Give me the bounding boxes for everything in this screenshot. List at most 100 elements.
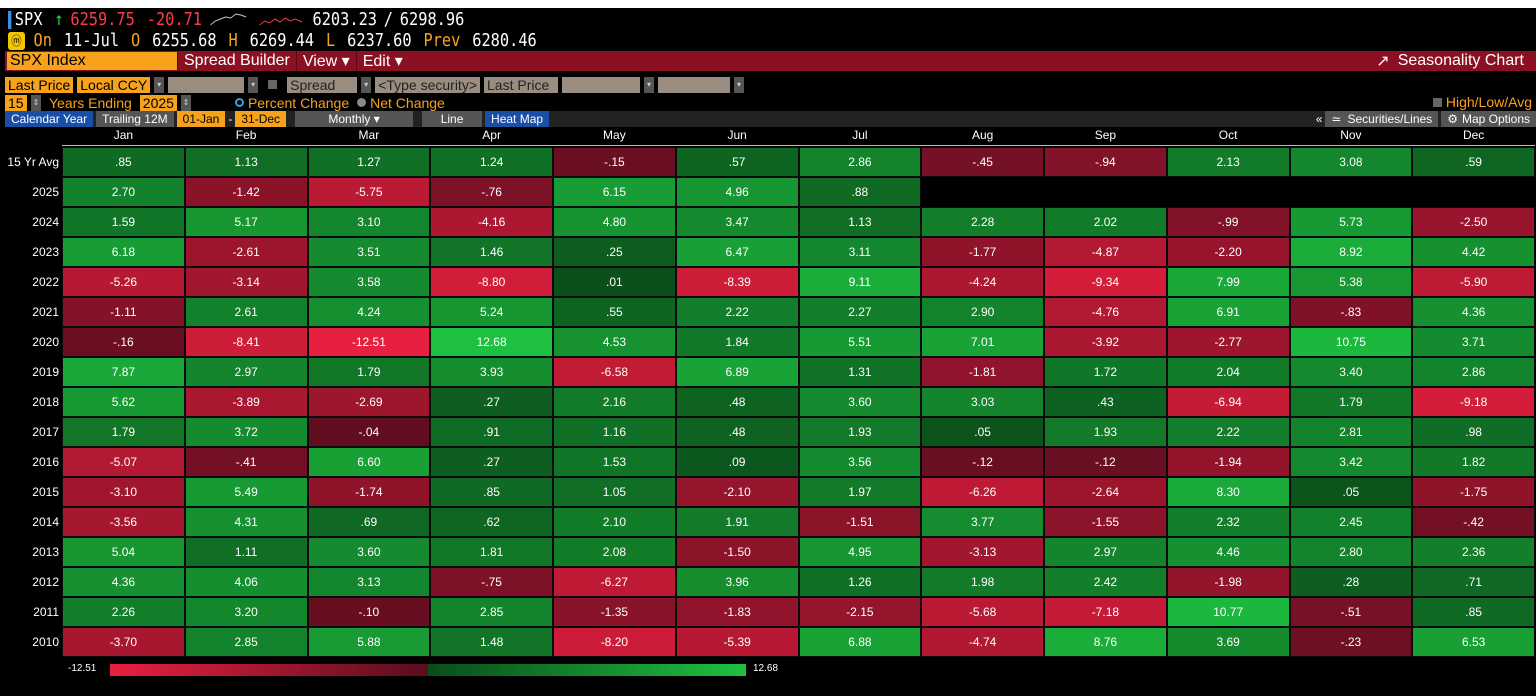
heat-map-cell[interactable]: 6.18 [62, 237, 185, 267]
heat-map-cell[interactable]: 1.53 [553, 447, 676, 477]
heat-map-cell[interactable]: 1.93 [798, 417, 922, 447]
heat-map-cell[interactable]: 6.53 [1412, 627, 1535, 657]
chevron-down-icon[interactable]: ▾ [361, 76, 372, 93]
heat-map-cell[interactable]: 3.60 [798, 387, 922, 417]
heat-map-cell[interactable]: -6.26 [921, 477, 1044, 507]
heat-map-cell[interactable]: -.16 [62, 327, 185, 357]
heat-map-cell[interactable]: 2.22 [675, 297, 799, 327]
map-options-button[interactable]: ⚙ Map Options [1441, 111, 1536, 127]
heat-map-cell[interactable]: .55 [553, 297, 676, 327]
from-date-input[interactable]: 01-Jan [176, 111, 226, 127]
tab-trailing-12m[interactable]: Trailing 12M [96, 111, 174, 127]
heat-map-cell[interactable]: -1.98 [1166, 567, 1290, 597]
heat-map-cell[interactable]: 1.97 [798, 477, 922, 507]
tab-heat-map[interactable]: Heat Map [485, 111, 550, 127]
heat-map-cell[interactable]: 2.97 [184, 357, 308, 387]
spread-select[interactable]: Spread [287, 76, 358, 93]
heat-map-cell[interactable]: 12.68 [430, 327, 553, 357]
heat-map-cell[interactable]: -3.89 [184, 387, 308, 417]
heat-map-cell[interactable]: 1.59 [62, 207, 185, 237]
heat-map-cell[interactable]: -.41 [184, 447, 308, 477]
heat-map-cell[interactable]: 2.86 [798, 147, 922, 177]
heat-map-cell[interactable]: 1.82 [1412, 447, 1535, 477]
heat-map-cell[interactable]: .25 [553, 237, 676, 267]
heat-map-cell[interactable]: -1.51 [798, 507, 922, 537]
heat-map-cell[interactable]: -1.74 [307, 477, 431, 507]
heat-map-cell[interactable]: 2.86 [1412, 357, 1535, 387]
heat-map-cell[interactable]: 5.04 [62, 537, 185, 567]
heat-map-cell[interactable]: 10.75 [1289, 327, 1413, 357]
heat-map-cell[interactable]: 1.24 [430, 147, 553, 177]
heat-map-cell[interactable]: -7.18 [1044, 597, 1167, 627]
empty-select-2[interactable] [562, 76, 640, 93]
heat-map-cell[interactable]: -.45 [921, 147, 1044, 177]
heat-map-cell[interactable]: -1.94 [1166, 447, 1290, 477]
heat-map-cell[interactable]: 3.11 [798, 237, 922, 267]
heat-map-cell[interactable]: 5.38 [1289, 267, 1413, 297]
heat-map-cell[interactable]: 3.13 [307, 567, 431, 597]
heat-map-cell[interactable]: 3.08 [1289, 147, 1413, 177]
securities-lines-button[interactable]: ≃ Securities/Lines [1325, 111, 1439, 127]
heat-map-cell[interactable]: 3.60 [307, 537, 431, 567]
heat-map-cell[interactable]: .57 [675, 147, 799, 177]
heat-map-cell[interactable]: 2.27 [798, 297, 922, 327]
heat-map-cell[interactable]: 2.28 [921, 207, 1044, 237]
heat-map-cell[interactable]: 4.53 [553, 327, 676, 357]
heat-map-cell[interactable]: 1.31 [798, 357, 922, 387]
heat-map-cell[interactable]: -.10 [307, 597, 431, 627]
heat-map-cell[interactable]: -3.13 [921, 537, 1044, 567]
heat-map-cell[interactable]: 6.60 [307, 447, 431, 477]
heat-map-cell[interactable]: -6.27 [553, 567, 676, 597]
heat-map-cell[interactable]: -.12 [1044, 447, 1167, 477]
heat-map-cell[interactable]: 3.10 [307, 207, 431, 237]
empty-select-3[interactable] [658, 76, 730, 93]
percent-change-radio[interactable]: Percent Change [234, 95, 349, 111]
heat-map-cell[interactable]: -6.94 [1166, 387, 1290, 417]
heat-map-cell[interactable]: .91 [430, 417, 553, 447]
stepper-icon[interactable]: ⇕ [180, 94, 191, 111]
heat-map-cell[interactable]: .05 [1289, 477, 1413, 507]
heat-map-cell[interactable]: -1.77 [921, 237, 1044, 267]
heat-map-cell[interactable]: 5.24 [430, 297, 553, 327]
heat-map-cell[interactable]: -5.68 [921, 597, 1044, 627]
heat-map-cell[interactable]: 3.03 [921, 387, 1044, 417]
field2-select[interactable]: Last Price [484, 76, 558, 93]
heat-map-cell[interactable]: -2.69 [307, 387, 431, 417]
heat-map-cell[interactable]: 3.51 [307, 237, 431, 267]
heat-map-cell[interactable]: 5.88 [307, 627, 431, 657]
heat-map-cell[interactable]: 3.56 [798, 447, 922, 477]
heat-map-cell[interactable]: 2.81 [1289, 417, 1413, 447]
heat-map-cell[interactable]: 8.30 [1166, 477, 1290, 507]
heat-map-cell[interactable]: 2.42 [1044, 567, 1167, 597]
net-change-radio[interactable]: Net Change [357, 95, 445, 111]
field-select[interactable]: Last Price [5, 76, 74, 93]
heat-map-cell[interactable]: -.75 [430, 567, 553, 597]
heat-map-cell[interactable]: .85 [1412, 597, 1535, 627]
heat-map-cell[interactable]: -1.75 [1412, 477, 1535, 507]
heat-map-cell[interactable]: -2.15 [798, 597, 922, 627]
heat-map-cell[interactable]: .27 [430, 447, 553, 477]
heat-map-cell[interactable]: 1.26 [798, 567, 922, 597]
heat-map-cell[interactable]: .01 [553, 267, 676, 297]
heat-map-cell[interactable]: 10.77 [1166, 597, 1290, 627]
heat-map-cell[interactable]: 4.31 [184, 507, 308, 537]
view-menu[interactable]: View ▾ [295, 51, 356, 71]
heat-map-cell[interactable]: -.51 [1289, 597, 1413, 627]
spread-builder-button[interactable]: Spread Builder [177, 51, 296, 71]
heat-map-cell[interactable]: 6.88 [798, 627, 922, 657]
end-year-stepper[interactable]: 2025 [139, 94, 177, 111]
heat-map-cell[interactable]: .59 [1412, 147, 1535, 177]
heat-map-cell[interactable]: 4.80 [553, 207, 676, 237]
heat-map-cell[interactable]: 4.24 [307, 297, 431, 327]
heat-map-cell[interactable]: 1.98 [921, 567, 1044, 597]
years-stepper[interactable]: 15 [5, 94, 27, 111]
tab-line[interactable]: Line [422, 111, 483, 127]
heat-map-cell[interactable]: .48 [675, 417, 799, 447]
heat-map-cell[interactable]: 4.96 [675, 177, 799, 207]
heat-map-cell[interactable]: -2.50 [1412, 207, 1535, 237]
heat-map-cell[interactable]: -.15 [553, 147, 676, 177]
heat-map-cell[interactable]: 4.06 [184, 567, 308, 597]
heat-map-cell[interactable]: 2.61 [184, 297, 308, 327]
heat-map-cell[interactable]: 2.26 [62, 597, 185, 627]
currency-select[interactable]: Local CCY [77, 76, 151, 93]
